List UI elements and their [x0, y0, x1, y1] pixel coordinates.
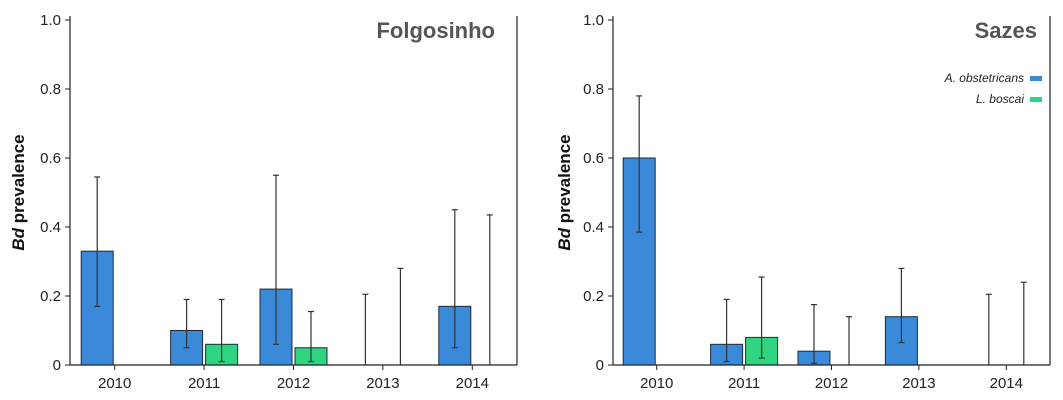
chart-panel-1: 0 0.2 0.4 0.6 0.8 1.0 2010 2011 2012 2013 2014 Bd p…	[9, 12, 518, 392]
x-tick-label: 2011	[188, 375, 220, 392]
legend-swatch	[1030, 97, 1042, 102]
chart-panel-2: 0 0.2 0.4 0.6 0.8 1.0 2010 2011 2012 2013 2014 Bd p…	[555, 12, 1051, 392]
legend-label: A. obstetricans	[944, 71, 1024, 85]
x-tick-label: 2013	[366, 375, 399, 392]
y-tick-label: 0.6	[40, 150, 61, 167]
panel-title: Folgosinho	[376, 18, 495, 43]
y-axis-label: Bd prevalence	[9, 134, 28, 250]
x-tick-label: 2011	[728, 375, 760, 392]
y-tick-label: 1.0	[40, 12, 61, 29]
x-tick-label: 2014	[456, 375, 489, 392]
y-tick-label: 0	[596, 357, 604, 374]
y-tick-label: 0.4	[40, 219, 61, 236]
y-tick-label: 0.2	[40, 288, 61, 305]
x-tick-label: 2014	[990, 375, 1023, 392]
legend-swatch	[1030, 76, 1042, 81]
x-tick-label: 2010	[640, 375, 673, 392]
x-tick-label: 2012	[815, 375, 848, 392]
y-tick-label: 1.0	[583, 12, 604, 29]
legend: A. obstetricans L. boscai	[944, 71, 1042, 106]
x-tick-label: 2013	[902, 375, 935, 392]
y-tick-label: 0.6	[583, 150, 604, 167]
y-tick-label: 0	[53, 357, 61, 374]
y-tick-label: 0.8	[583, 81, 604, 98]
y-tick-label: 0.4	[583, 219, 604, 236]
y-tick-label: 0.2	[583, 288, 604, 305]
y-tick-label: 0.8	[40, 81, 61, 98]
panel-title: Sazes	[975, 18, 1037, 43]
legend-label: L. boscai	[976, 92, 1024, 106]
x-tick-label: 2012	[277, 375, 310, 392]
y-axis-label: Bd prevalence	[555, 134, 574, 250]
x-tick-label: 2010	[98, 375, 131, 392]
